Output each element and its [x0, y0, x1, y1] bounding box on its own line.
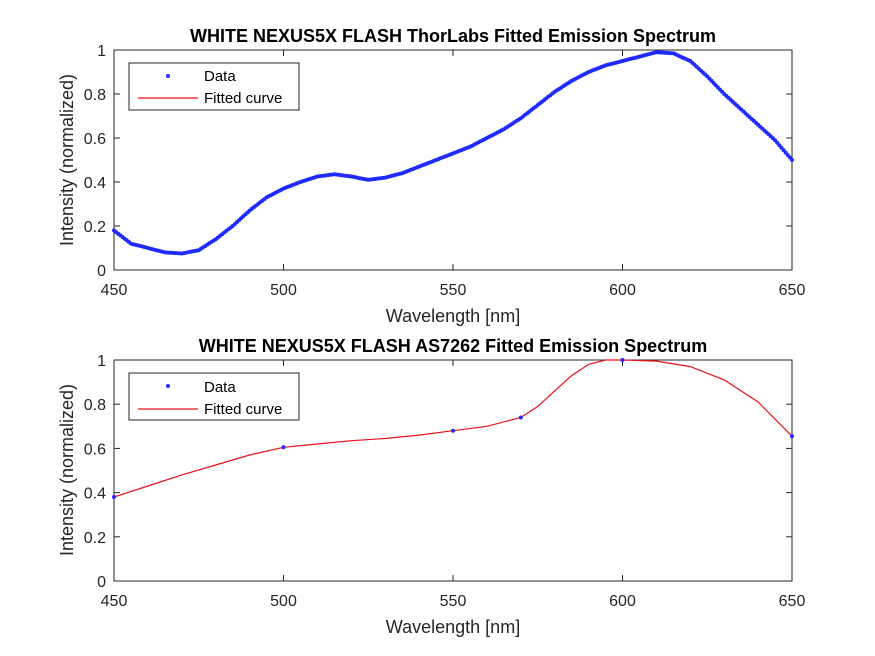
y-ticks-1: 0 0.2 0.4 0.6 0.8 1: [84, 43, 792, 280]
data-points-2: [112, 358, 794, 499]
x-tick-label: 500: [270, 282, 297, 299]
x-tick-label: 550: [440, 593, 467, 610]
x-tick-label: 550: [440, 282, 467, 299]
y-tick-label: 0.4: [84, 486, 106, 503]
legend-data-label-1: Data: [204, 68, 236, 85]
data-point: [790, 434, 794, 439]
x-tick-label: 450: [101, 593, 128, 610]
y-tick-label: 1: [97, 43, 106, 60]
data-points-1: [112, 50, 794, 256]
legend-box-1: [128, 62, 300, 111]
legend-box-2: [128, 372, 300, 421]
legend-data-marker-1: [166, 74, 170, 78]
x-tick-label: 600: [609, 593, 636, 610]
y-tick-label: 0: [97, 574, 106, 591]
y-tick-label: 0.8: [84, 397, 106, 414]
subplot-2: WHITE NEXUS5X FLASH AS7262 Fitted Emissi…: [57, 336, 805, 637]
legend-fit-label-1: Fitted curve: [204, 90, 282, 107]
subplot-1: WHITE NEXUS5X FLASH ThorLabs Fitted Emis…: [57, 26, 805, 326]
data-point: [620, 358, 625, 362]
legend-data-marker-2: [166, 384, 170, 388]
y-ticks-2: 0 0.2 0.4 0.6 0.8 1: [84, 353, 792, 591]
data-point: [112, 495, 116, 499]
legend-2: Data Fitted curve: [128, 372, 300, 421]
x-tick-label: 650: [779, 593, 806, 610]
y-tick-label: 0.2: [84, 530, 106, 547]
y-tick-label: 0: [97, 263, 106, 280]
y-tick-label: 0.2: [84, 219, 106, 236]
x-tick-label: 650: [779, 282, 806, 299]
data-point: [451, 428, 455, 433]
x-axis-label-2: Wavelength [nm]: [386, 617, 520, 637]
x-tick-label: 450: [101, 282, 128, 299]
chart-title-2: WHITE NEXUS5X FLASH AS7262 Fitted Emissi…: [199, 336, 707, 356]
data-point: [790, 158, 794, 162]
y-tick-label: 1: [97, 353, 106, 370]
legend-data-label-2: Data: [204, 379, 236, 396]
y-axis-label-2: Intensity (normalized): [57, 384, 77, 556]
chart-title-1: WHITE NEXUS5X FLASH ThorLabs Fitted Emis…: [190, 26, 716, 46]
data-point: [281, 445, 286, 450]
data-point: [518, 415, 523, 420]
x-tick-label: 600: [609, 282, 636, 299]
y-tick-label: 0.4: [84, 175, 106, 192]
y-tick-label: 0.8: [84, 87, 106, 104]
y-tick-label: 0.6: [84, 441, 106, 458]
x-tick-label: 500: [270, 593, 297, 610]
x-ticks-2: 450 500 550 600 650: [101, 360, 806, 610]
x-ticks-1: 450 500 550 600 650: [101, 50, 806, 299]
y-axis-label-1: Intensity (normalized): [57, 74, 77, 246]
x-axis-label-1: Wavelength [nm]: [386, 306, 520, 326]
y-tick-label: 0.6: [84, 131, 106, 148]
legend-1: Data Fitted curve: [128, 62, 300, 111]
legend-fit-label-2: Fitted curve: [204, 401, 282, 418]
fit-curve-2: [113, 359, 793, 498]
